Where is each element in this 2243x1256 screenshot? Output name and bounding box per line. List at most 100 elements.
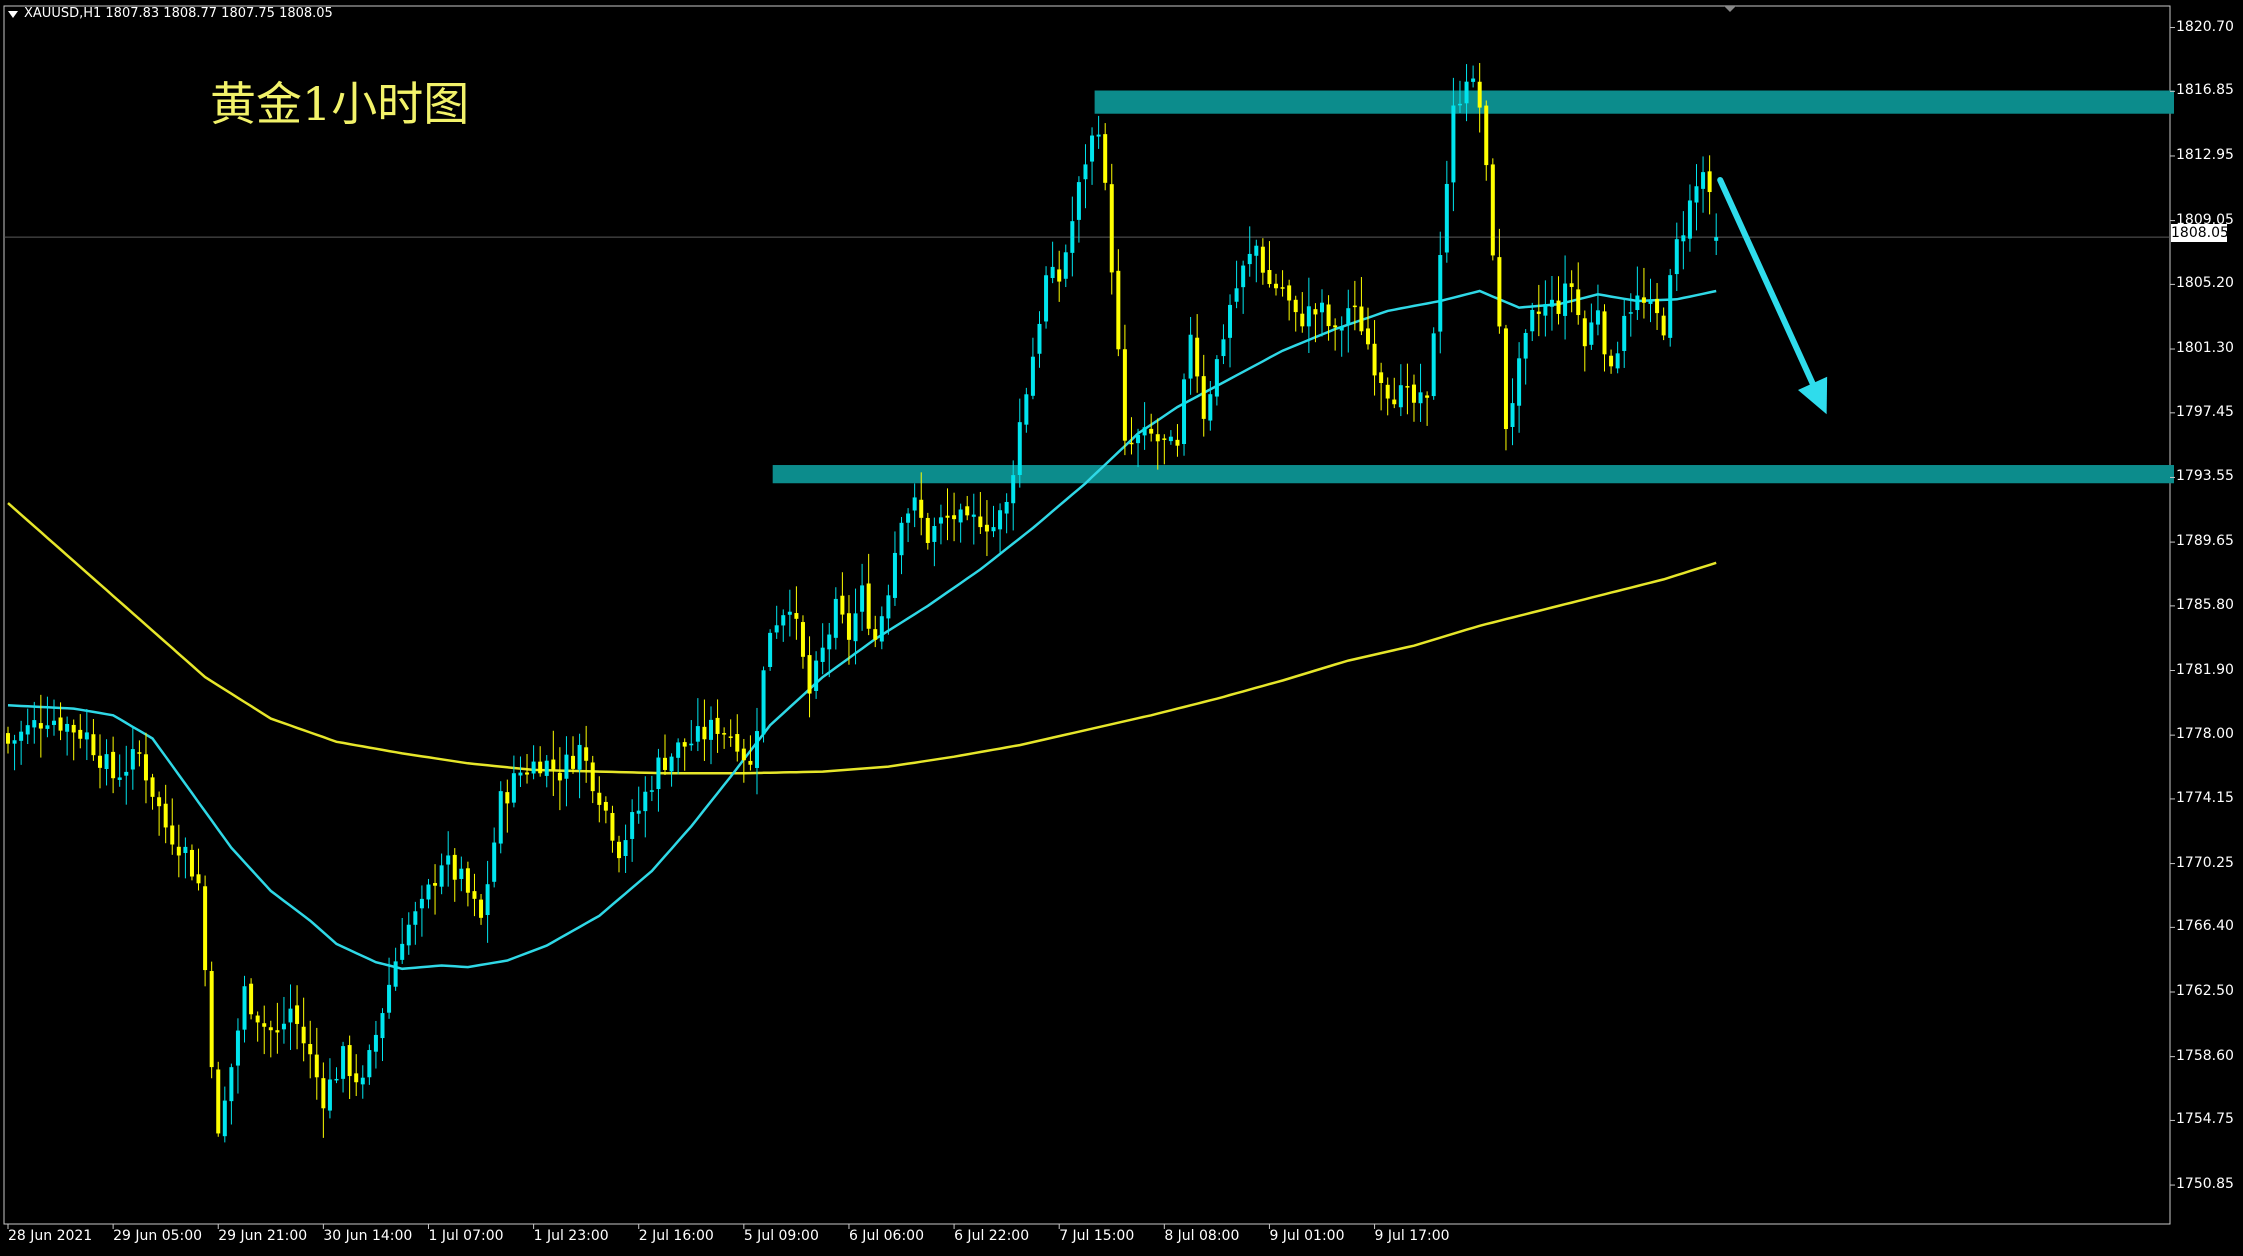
candle-bear	[538, 761, 543, 774]
candle-bull	[1320, 302, 1324, 313]
candle-bull	[387, 984, 392, 1013]
candle-bear	[1425, 395, 1430, 398]
candle-bear	[255, 1015, 260, 1023]
candle-bull	[774, 625, 779, 633]
x-tick-label: 2 Jul 16:00	[638, 1228, 714, 1244]
candle-bear	[275, 1030, 280, 1033]
y-tick-label: 1774.15	[2176, 789, 2234, 806]
candle-bear	[1503, 328, 1508, 430]
candle-bear	[1313, 309, 1318, 315]
candle-bear	[1655, 298, 1660, 314]
candle-bear	[433, 883, 438, 886]
candle-bull	[1011, 475, 1016, 504]
candle-bull	[906, 513, 911, 523]
candle-bear	[1109, 184, 1114, 273]
candle-bear	[1484, 105, 1489, 166]
y-tick-label: 1809.05	[2176, 211, 2234, 228]
candle-bull	[1674, 239, 1679, 275]
plot-border	[3, 5, 2171, 1225]
candle-bull	[1017, 422, 1022, 476]
candle-bull	[51, 720, 56, 725]
candle-bull	[485, 884, 490, 916]
candle-bull	[676, 742, 681, 758]
candle-bear	[584, 747, 589, 761]
candle-bear	[1365, 328, 1370, 345]
candle-bear	[945, 515, 950, 518]
candle-bear	[209, 971, 214, 1068]
candle-bear	[702, 726, 707, 740]
candle-bull	[1438, 255, 1443, 332]
y-tick-label: 1789.65	[2176, 533, 2234, 550]
x-tick-label: 29 Jun 05:00	[113, 1228, 203, 1244]
candle-bear	[1609, 355, 1614, 367]
candle-bull	[498, 791, 503, 844]
candle-bull	[25, 725, 30, 735]
y-tick-label: 1816.85	[2176, 82, 2234, 99]
candle-bear	[866, 583, 871, 629]
candle-bull	[689, 743, 694, 746]
candle-bear	[249, 983, 254, 1015]
candle-bear	[741, 748, 746, 761]
y-tick-label: 1801.30	[2176, 340, 2234, 357]
candle-bull	[183, 846, 188, 854]
candle-bear	[1057, 269, 1062, 282]
candle-bull	[938, 517, 943, 524]
chart-frame	[3, 5, 2171, 1225]
candle-bull	[1444, 183, 1449, 253]
y-tick-label: 1812.95	[2176, 146, 2234, 163]
candle-bear	[452, 854, 457, 880]
candle-bull	[1457, 103, 1462, 106]
candle-bear	[735, 734, 740, 752]
candle-bull	[400, 943, 405, 960]
candle-bear	[216, 1069, 221, 1134]
candle-bull	[781, 615, 786, 626]
candle-bear	[38, 723, 43, 729]
candle-bear	[840, 595, 845, 615]
candle-bull	[360, 1077, 365, 1085]
chart-shift-marker	[1724, 6, 1736, 12]
candle-bear	[150, 777, 155, 797]
candle-bear	[1274, 283, 1279, 289]
symbol-dropdown-icon[interactable]	[8, 11, 18, 18]
candle-bull	[124, 771, 129, 776]
candle-bear	[525, 772, 530, 775]
zones	[772, 90, 2175, 484]
x-tick-label: 6 Jul 22:00	[954, 1228, 1030, 1244]
candle-bear	[603, 801, 608, 811]
candle-bear	[71, 724, 76, 733]
candle-bear	[807, 655, 812, 694]
candle-bull	[1694, 186, 1699, 203]
candle-bull	[130, 749, 135, 770]
candle-bear	[1359, 306, 1364, 332]
candle-bull	[1346, 308, 1351, 325]
candle-bear	[1707, 171, 1712, 193]
candle-bull	[1668, 275, 1673, 338]
candle-bull	[229, 1067, 234, 1102]
candle-bear	[1149, 428, 1154, 434]
candle-bear	[794, 613, 799, 619]
y-tick-label: 1785.80	[2176, 596, 2234, 613]
candle-bull	[492, 842, 497, 882]
current-price-label: 1808.05	[2171, 224, 2229, 242]
candle-bull	[1589, 322, 1594, 345]
candle-bull	[327, 1079, 332, 1111]
candle-bull	[899, 522, 904, 556]
candle-bull	[531, 761, 536, 774]
candle-bull	[367, 1050, 372, 1078]
candle-bear	[978, 516, 983, 528]
candle-bear	[1129, 442, 1134, 445]
candle-bear	[1352, 305, 1357, 308]
y-tick-label: 1778.00	[2176, 726, 2234, 743]
candle-bull	[1247, 253, 1252, 265]
ma-slow-line	[7, 502, 1717, 775]
candle-bull	[1451, 105, 1456, 183]
candle-bull	[19, 731, 24, 741]
candle-bull	[65, 723, 70, 732]
y-tick-label: 1750.85	[2176, 1176, 2234, 1193]
candle-bull	[373, 1034, 378, 1052]
candle-bear	[846, 613, 851, 640]
candle-bear	[268, 1027, 273, 1031]
candle-bull	[544, 760, 549, 776]
candle-bear	[58, 717, 63, 731]
